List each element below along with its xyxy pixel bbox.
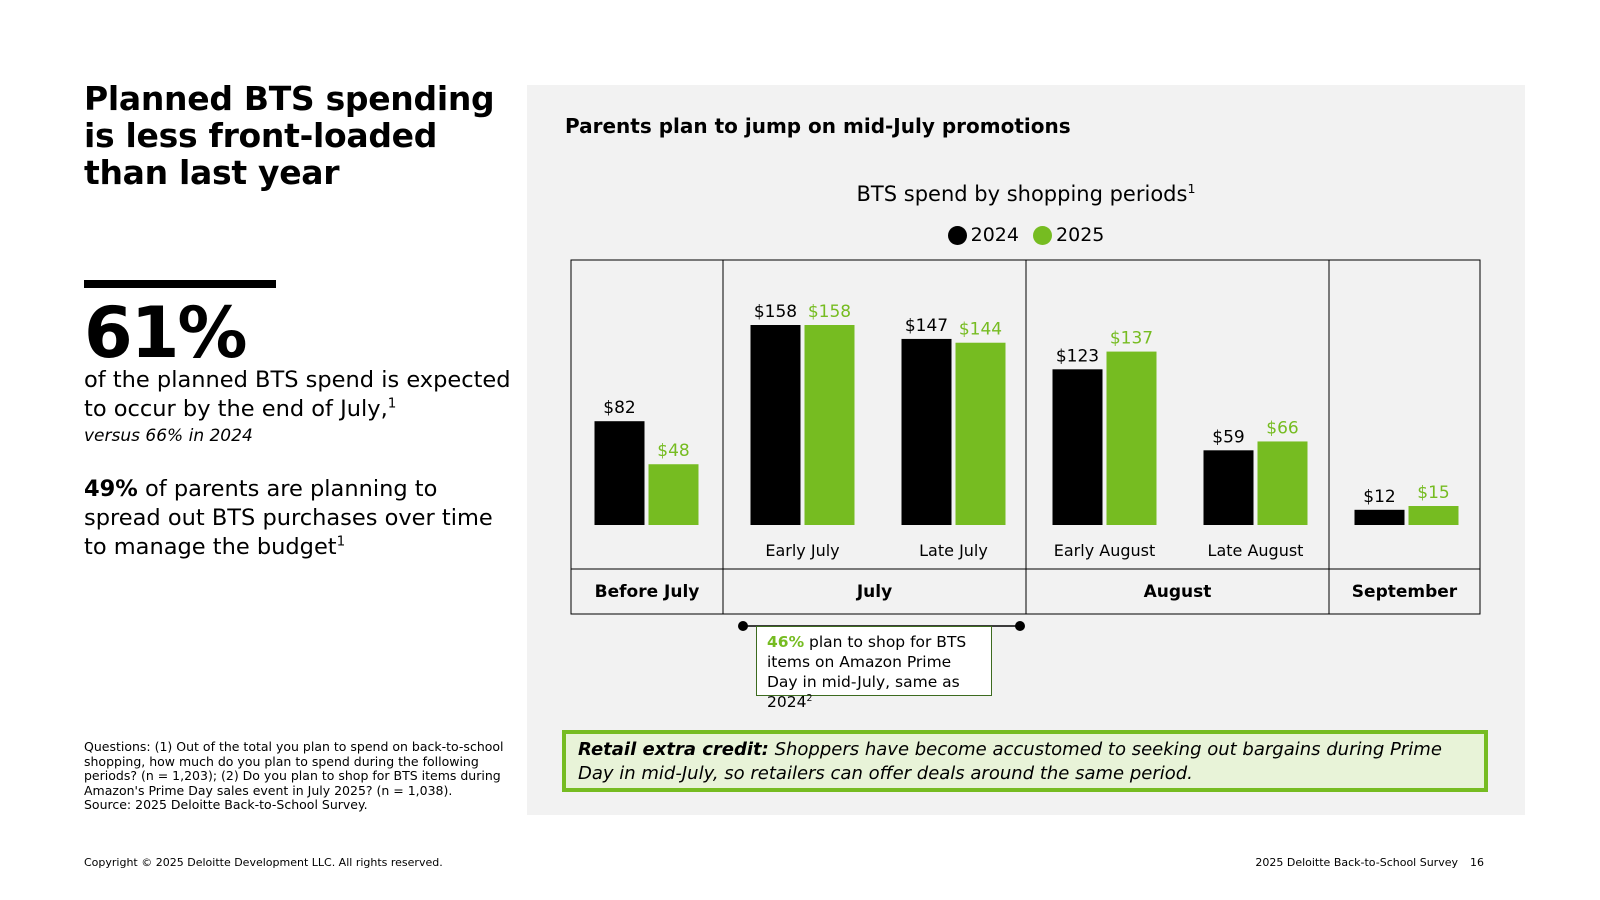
footnote-questions: Questions: (1) Out of the total you plan… xyxy=(84,739,504,798)
footnote-ref: 2 xyxy=(806,692,813,704)
chart-legend: 2024 2025 xyxy=(527,224,1525,250)
bar-2024-late-august xyxy=(1203,450,1254,525)
callout-text: plan to shop for BTS items on Amazon Pri… xyxy=(767,633,967,711)
data-label: $59 xyxy=(1212,427,1244,447)
category-label: Late July xyxy=(919,541,988,560)
bar-2025-late-july xyxy=(955,342,1006,525)
group-label: July xyxy=(856,582,892,602)
footnote-ref: 1 xyxy=(1187,181,1196,196)
stat-description: of the planned BTS spend is expected to … xyxy=(84,366,514,424)
legend-swatch-2025 xyxy=(1033,225,1053,245)
footer-survey: 2025 Deloitte Back-to-School Survey xyxy=(1255,856,1458,869)
bar-2025-late-august xyxy=(1257,441,1308,525)
category-label: Late August xyxy=(1208,541,1304,560)
footnote-ref: 1 xyxy=(336,533,346,550)
data-label: $12 xyxy=(1363,487,1395,507)
legend-item-2024: 2024 xyxy=(947,224,1019,246)
data-label: $147 xyxy=(905,316,948,336)
bar-2024-before-july xyxy=(594,421,645,525)
bracket-dot xyxy=(738,621,748,631)
secondary-stat: 49% of parents are planning to spread ou… xyxy=(84,475,504,562)
bar-2025-before-july xyxy=(648,464,699,525)
secondary-stat-text: of parents are planning to spread out BT… xyxy=(84,476,493,560)
panel-title: Parents plan to jump on mid-July promoti… xyxy=(565,114,1071,138)
group-label: August xyxy=(1144,582,1212,602)
stat-note: versus 66% in 2024 xyxy=(84,426,253,446)
stat-description-text: of the planned BTS spend is expected to … xyxy=(84,367,511,422)
group-label: Before July xyxy=(595,582,700,602)
legend-label-2024: 2024 xyxy=(970,224,1019,246)
footnote-ref: 1 xyxy=(387,395,397,412)
footer-right: 2025 Deloitte Back-to-School Survey 16 xyxy=(1243,856,1484,869)
bar-2025-early-july xyxy=(804,325,855,525)
data-label: $158 xyxy=(754,302,797,322)
footnote-source: Source: 2025 Deloitte Back-to-School Sur… xyxy=(84,797,368,812)
data-label: $158 xyxy=(808,302,851,322)
data-label: $66 xyxy=(1266,418,1298,438)
legend-item-2025: 2025 xyxy=(1033,224,1104,246)
data-label: $123 xyxy=(1056,346,1099,366)
callout-stat: 46% xyxy=(767,633,805,651)
data-label: $82 xyxy=(603,398,635,418)
copyright: Copyright © 2025 Deloitte Development LL… xyxy=(84,856,443,869)
bar-2024-late-july xyxy=(901,338,952,525)
page-title: Planned BTS spending is less front-loade… xyxy=(84,79,495,192)
category-label: Early August xyxy=(1054,541,1155,560)
bar-2025-early-august xyxy=(1106,351,1157,525)
chart-title: BTS spend by shopping periods1 xyxy=(527,182,1525,206)
bracket-dot xyxy=(1015,621,1025,631)
legend-swatch-2024 xyxy=(947,225,967,245)
legend-label-2025: 2025 xyxy=(1056,224,1105,246)
retail-extra-credit: Retail extra credit: Shoppers have becom… xyxy=(562,730,1488,792)
group-label: September xyxy=(1352,582,1458,602)
footnote: Questions: (1) Out of the total you plan… xyxy=(84,739,514,813)
data-label: $144 xyxy=(959,320,1002,340)
data-label: $15 xyxy=(1417,483,1449,503)
page-number: 16 xyxy=(1470,856,1484,869)
stat-value: 61% xyxy=(84,292,248,374)
category-label: Early July xyxy=(765,541,839,560)
bar-2025-september xyxy=(1408,506,1459,525)
credit-text: Shoppers have become accustomed to seeki… xyxy=(578,739,1442,784)
chart-title-text: BTS spend by shopping periods xyxy=(856,182,1188,206)
bar-2024-september xyxy=(1354,509,1405,525)
credit-label: Retail extra credit: xyxy=(578,739,769,760)
secondary-stat-value: 49% xyxy=(84,476,138,502)
prime-day-callout: 46% plan to shop for BTS items on Amazon… xyxy=(756,626,992,711)
bar-2024-early-august xyxy=(1052,369,1103,525)
bar-2024-early-july xyxy=(750,325,801,525)
data-label: $48 xyxy=(657,441,689,461)
data-label: $137 xyxy=(1110,329,1153,349)
stat-divider xyxy=(84,280,276,288)
